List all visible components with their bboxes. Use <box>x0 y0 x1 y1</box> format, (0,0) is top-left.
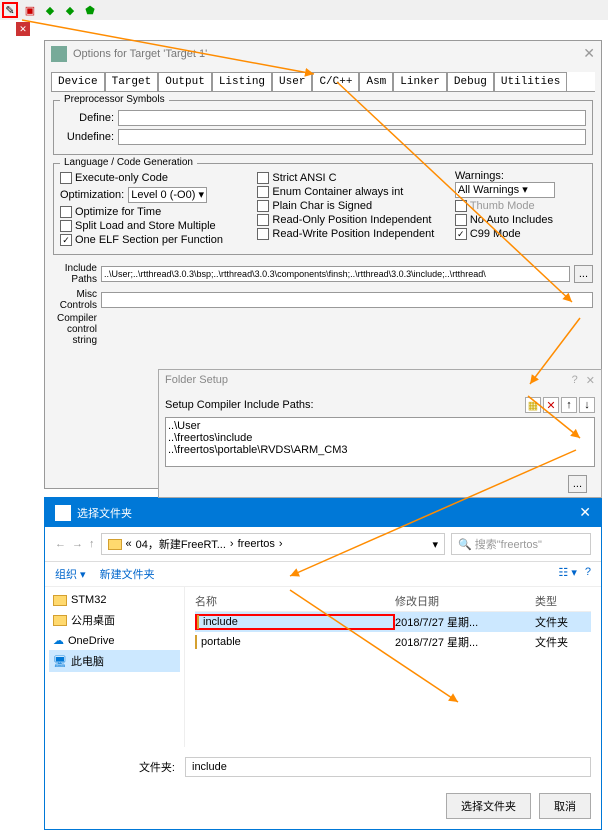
fwd-icon[interactable]: → <box>72 538 83 550</box>
browse-folder-dialog: 选择文件夹 ✕ ← → ↑ «04，新建FreeRT...›freertos› … <box>44 497 602 830</box>
tab-output[interactable]: Output <box>158 72 212 91</box>
tabs: DeviceTargetOutputListingUserC/C++AsmLin… <box>51 72 595 92</box>
close-icon[interactable]: ✕ <box>16 22 30 36</box>
fs-browse-button[interactable]: ... <box>568 475 587 493</box>
up-icon[interactable]: ↑ <box>561 397 577 413</box>
tab-utilities[interactable]: Utilities <box>494 72 567 91</box>
down-icon[interactable]: ↓ <box>579 397 595 413</box>
sidebar-item[interactable]: 公用桌面 <box>49 609 180 631</box>
split-cb[interactable] <box>60 220 72 232</box>
tab-c/c++[interactable]: C/C++ <box>312 72 359 91</box>
up-icon[interactable]: ↑ <box>89 538 95 550</box>
search-input[interactable]: 🔍 搜索"freertos" <box>451 533 591 555</box>
icon[interactable]: ⬟ <box>82 2 98 18</box>
tab-linker[interactable]: Linker <box>393 72 447 91</box>
exec-only-cb[interactable] <box>60 172 72 184</box>
tab-target[interactable]: Target <box>105 72 159 91</box>
undefine-input[interactable] <box>118 129 586 145</box>
enum-cb[interactable] <box>257 186 269 198</box>
thumb-cb[interactable] <box>455 200 467 212</box>
paths-list[interactable]: ..\User..\freertos\include..\freertos\po… <box>165 417 595 467</box>
lang-group: Language / Code Generation Execute-only … <box>53 163 593 255</box>
tab-asm[interactable]: Asm <box>359 72 393 91</box>
noauto-cb[interactable] <box>455 214 467 226</box>
icon[interactable]: ◆ <box>42 2 58 18</box>
folder-icon <box>108 539 122 550</box>
dialog-icon <box>55 505 71 521</box>
include-browse-button[interactable]: ... <box>574 265 593 283</box>
path-bar[interactable]: «04，新建FreeRT...›freertos› ▾ <box>101 533 446 555</box>
define-input[interactable] <box>118 110 586 126</box>
rwpi-cb[interactable] <box>257 228 269 240</box>
folder-setup-dialog: Folder Setup ? ✕ Setup Compiler Include … <box>158 369 602 498</box>
tab-device[interactable]: Device <box>51 72 105 91</box>
dialog-icon <box>51 46 67 62</box>
dialog-title: Options for Target 'Target 1' <box>73 48 583 60</box>
toolbar: ✎ ▣ ◆ ◆ ⬟ <box>0 0 608 20</box>
preproc-group: Preprocessor Symbols Define: Undefine: <box>53 100 593 155</box>
misc-input[interactable] <box>101 292 593 308</box>
tab-listing[interactable]: Listing <box>212 72 272 91</box>
opt-select[interactable]: Level 0 (-O0) ▾ <box>128 187 207 203</box>
cancel-button[interactable]: 取消 <box>539 793 591 819</box>
delete-icon[interactable]: ✕ <box>543 397 559 413</box>
sidebar: STM32公用桌面☁OneDrive🖥此电脑 <box>45 587 185 747</box>
tab-user[interactable]: User <box>272 72 312 91</box>
sidebar-item[interactable]: STM32 <box>49 591 180 609</box>
select-folder-button[interactable]: 选择文件夹 <box>446 793 531 819</box>
wand-icon[interactable]: ✎ <box>2 2 18 18</box>
close-icon[interactable]: ✕ <box>586 374 595 387</box>
warn-select[interactable]: All Warnings ▾ <box>455 182 555 198</box>
char-cb[interactable] <box>257 200 269 212</box>
c99-cb[interactable] <box>455 228 467 240</box>
folder-row[interactable]: portable2018/7/27 星期...文件夹 <box>195 632 591 652</box>
organize-menu[interactable]: 组织 ▾ <box>55 566 86 582</box>
back-icon[interactable]: ← <box>55 538 66 550</box>
sidebar-item[interactable]: 🖥此电脑 <box>49 650 180 672</box>
ropi-cb[interactable] <box>257 214 269 226</box>
icon[interactable]: ◆ <box>62 2 78 18</box>
help-icon[interactable]: ? <box>585 566 591 582</box>
include-paths-input[interactable] <box>101 266 570 282</box>
new-folder-button[interactable]: 新建文件夹 <box>100 566 155 582</box>
new-icon[interactable]: ▦ <box>525 397 541 413</box>
opt-time-cb[interactable] <box>60 206 72 218</box>
options-dialog: Options for Target 'Target 1' ✕ DeviceTa… <box>44 40 602 489</box>
ansi-cb[interactable] <box>257 172 269 184</box>
close-icon[interactable]: ✕ <box>579 504 591 521</box>
tab-debug[interactable]: Debug <box>447 72 494 91</box>
filename-input[interactable] <box>185 757 591 777</box>
help-icon[interactable]: ? <box>572 374 578 387</box>
icon[interactable]: ▣ <box>22 2 38 18</box>
view-icon[interactable]: ☷ ▾ <box>558 566 576 582</box>
close-icon[interactable]: ✕ <box>583 45 595 62</box>
folder-row[interactable]: include2018/7/27 星期...文件夹 <box>195 612 591 632</box>
elf-cb[interactable] <box>60 234 72 246</box>
sidebar-item[interactable]: ☁OneDrive <box>49 631 180 650</box>
